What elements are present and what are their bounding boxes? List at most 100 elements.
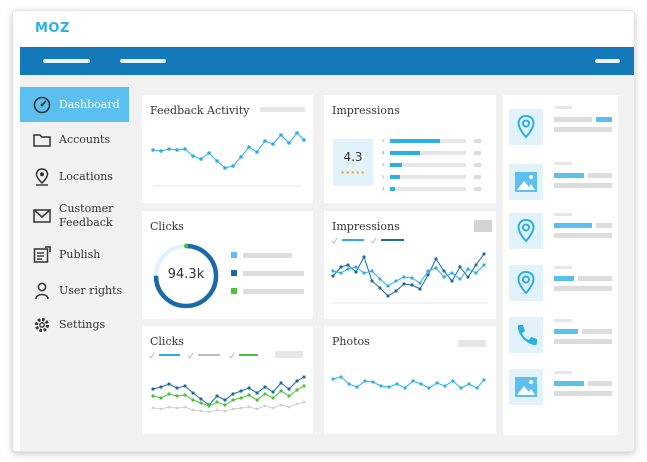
- sidebar-item-label: Customer Feedback: [59, 202, 114, 229]
- rating-fill: [390, 151, 420, 155]
- placeholder-bar: [554, 106, 572, 109]
- sidebar-item-label: User rights: [59, 284, 123, 297]
- placeholder-bar: [260, 107, 305, 112]
- placeholder-bar: [554, 319, 572, 322]
- rating-track: [390, 187, 466, 191]
- rating-fill: [390, 187, 395, 191]
- star-label: 2: [382, 174, 385, 179]
- rating-count: [474, 175, 481, 179]
- sidebar-item-locations[interactable]: Locations: [20, 164, 129, 190]
- placeholder-bar: [458, 340, 486, 347]
- placeholder-bar: [596, 117, 612, 122]
- rating-track: [390, 175, 466, 179]
- rating-count: [474, 151, 481, 155]
- location-list-card: [503, 95, 618, 435]
- sidebar-item-label: Locations: [59, 170, 113, 183]
- placeholder-bar: [554, 391, 612, 396]
- placeholder-bar: [554, 213, 572, 216]
- image-icon: [509, 164, 543, 200]
- card-title: Feedback Activity: [150, 104, 250, 117]
- sidebar-item-label: Settings: [59, 318, 106, 331]
- folder-icon: [33, 131, 51, 149]
- user-icon: [33, 282, 51, 300]
- card-title: Impressions: [332, 104, 400, 117]
- impressions-rating-card: Impressions 4.3 ★★★★★ 5 4 3 2: [324, 95, 496, 203]
- card-title: Impressions: [332, 220, 400, 233]
- sidebar-item-accounts[interactable]: Accounts: [20, 127, 129, 153]
- card-menu-button[interactable]: [474, 220, 492, 232]
- rating-track: [390, 163, 466, 167]
- placeholder-bar: [554, 371, 572, 374]
- legend-label-placeholder: [243, 271, 304, 276]
- placeholder-bar: [588, 173, 612, 178]
- placeholder-bar: [554, 223, 592, 228]
- sidebar-item-label: Publish: [59, 248, 101, 261]
- placeholder-bar: [554, 329, 578, 334]
- placeholder-bar: [582, 329, 612, 334]
- placeholder-bar: [554, 266, 572, 269]
- placeholder-bar: [554, 339, 612, 344]
- legend-swatch: [231, 270, 237, 276]
- nav-item-placeholder[interactable]: [120, 59, 166, 63]
- clicks-total-value: 94.3k: [167, 267, 205, 282]
- feedback-activity-sparkline: [151, 131, 306, 187]
- nav-menu-placeholder[interactable]: [595, 59, 620, 63]
- dashboard-main: Feedback Activity Impressions 4.3 ★★★★★ …: [129, 75, 634, 451]
- card-title: Clicks: [150, 335, 184, 348]
- star-label: 5: [382, 138, 385, 143]
- gear-icon: [33, 316, 51, 334]
- rating-fill: [390, 163, 402, 167]
- legend-swatch: [231, 252, 237, 258]
- placeholder-bar: [554, 117, 592, 122]
- rating-count: [474, 187, 481, 191]
- rating-value: 4.3: [343, 150, 363, 164]
- rating-track: [390, 151, 466, 155]
- rating-box: 4.3 ★★★★★: [333, 139, 373, 186]
- legend-label-placeholder: [243, 289, 304, 294]
- placeholder-bar: [554, 183, 612, 188]
- app-window: MOZ Dashboard Accounts: [12, 10, 635, 452]
- nav-item-placeholder[interactable]: [43, 59, 90, 63]
- location-pin-icon: [509, 109, 543, 145]
- legend-label-placeholder: [243, 253, 292, 258]
- star-label: 4: [382, 150, 385, 155]
- impressions-line-chart: [331, 237, 488, 304]
- card-title: Photos: [332, 335, 370, 348]
- legend-swatch: [231, 288, 237, 294]
- star-rating-icon: ★★★★★: [340, 170, 366, 176]
- card-title: Clicks: [150, 220, 184, 233]
- placeholder-bar: [554, 233, 612, 238]
- top-navigation-bar: [20, 47, 634, 75]
- placeholder-bar: [554, 276, 574, 281]
- placeholder-bar: [596, 223, 612, 228]
- photos-card: Photos: [324, 326, 496, 434]
- star-label: 1: [382, 186, 385, 191]
- placeholder-bar: [554, 286, 612, 291]
- placeholder-bar: [588, 381, 612, 386]
- placeholder-bar: [578, 276, 612, 281]
- sidebar-item-publish[interactable]: Publish: [20, 242, 129, 268]
- feedback-activity-card: Feedback Activity: [142, 95, 313, 203]
- moz-logo[interactable]: MOZ: [35, 21, 70, 36]
- phone-icon: [509, 317, 543, 353]
- photos-line-chart: [331, 375, 486, 390]
- image-icon: [509, 369, 543, 405]
- placeholder-bar: [554, 162, 572, 165]
- impressions-chart-card: Impressions: [324, 211, 496, 319]
- sidebar-item-settings[interactable]: Settings: [20, 312, 129, 338]
- rating-fill: [390, 175, 400, 179]
- rating-fill: [390, 139, 440, 143]
- clicks-line-chart: [148, 351, 306, 414]
- sidebar-item-user-rights[interactable]: User rights: [20, 278, 129, 304]
- sidebar-item-customer-feedback[interactable]: Customer Feedback: [20, 199, 129, 233]
- star-label: 3: [382, 162, 385, 167]
- sidebar-item-dashboard[interactable]: Dashboard: [20, 87, 129, 122]
- clicks-donut-chart: [153, 243, 219, 309]
- clicks-donut-card: Clicks 94.3k: [142, 211, 313, 319]
- sidebar: Dashboard Accounts Locations: [20, 75, 129, 451]
- location-pin-icon: [509, 265, 543, 301]
- sidebar-item-label: Dashboard: [59, 97, 120, 111]
- rating-count: [474, 163, 481, 167]
- location-pin-icon: [33, 168, 51, 186]
- placeholder-bar: [554, 173, 584, 178]
